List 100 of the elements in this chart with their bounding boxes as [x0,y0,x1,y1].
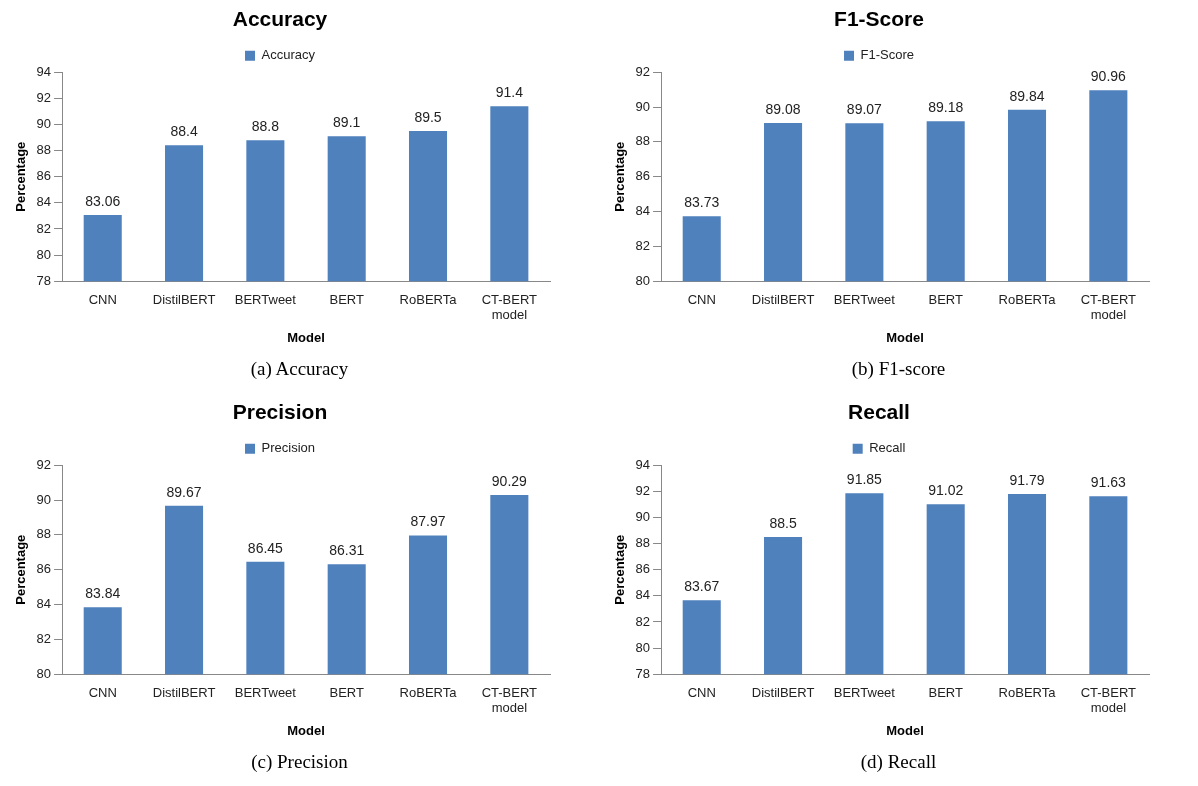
y-tick-label: 88 [36,142,52,158]
x-tick-label: CT-BERT model [1080,291,1137,323]
data-label: 88.5 [769,514,797,531]
x-tick-label: CT-BERT model [481,291,538,323]
data-label: 83.84 [85,585,121,602]
x-tick-label: CNN [88,684,117,700]
x-tick-label: BERTweet [234,684,297,700]
y-tick-label: 90 [635,98,651,114]
x-tick-label: CNN [88,291,117,307]
text: (b) F1-score [850,358,947,380]
x-tick-label: BERTweet [234,291,297,307]
data-label: 90.96 [1090,68,1127,85]
y-tick-label: 86 [635,168,651,184]
x-tick-label: BERTweet [833,684,896,700]
text: (c) Precision [250,751,349,773]
x-axis-title: Model [287,329,325,345]
text: (d) Recall [859,751,938,773]
y-tick-label: 88 [36,526,52,542]
data-label: 89.84 [1009,87,1045,104]
y-tick-label: 80 [36,246,52,262]
x-tick-label: BERT [329,684,364,700]
chart-title: Accuracy [232,7,328,31]
x-tick-label: CT-BERT model [481,684,538,716]
x-tick-label: RoBERTa [399,684,458,700]
y-tick-label: 78 [635,665,651,681]
x-tick-label: DistilBERT [751,291,815,307]
x-tick-label: CNN [687,291,716,307]
x-tick-label: RoBERTa [998,291,1057,307]
y-tick-label: 92 [36,89,52,105]
y-tick-label: 80 [635,639,651,655]
data-label: 88.4 [170,123,198,140]
legend-label: F1-Score [860,47,914,63]
y-tick-label: 88 [635,535,651,551]
y-axis-title: Percentage [13,534,29,605]
chart-title: Recall [848,400,910,424]
y-tick-label: 90 [36,116,52,132]
data-label: 89.67 [166,483,202,500]
y-tick-label: 92 [635,63,651,79]
y-tick-label: 82 [635,613,651,629]
data-label: 90.29 [491,472,528,489]
data-label: 89.18 [928,99,964,116]
data-label: 89.08 [765,100,801,117]
y-tick-label: 86 [635,561,651,577]
y-tick-label: 78 [36,272,52,288]
data-label: 89.5 [414,108,442,125]
data-label: 83.67 [684,577,720,594]
chart-title: Precision [232,400,328,424]
data-label: 91.02 [928,481,964,498]
data-label: 88.8 [251,117,280,134]
data-label: 86.45 [247,539,284,556]
x-tick-label: CT-BERT model [1080,684,1137,716]
x-axis-title: Model [886,722,924,738]
data-label: 89.07 [846,101,883,118]
y-tick-label: 82 [36,220,52,236]
x-tick-label: DistilBERT [152,684,216,700]
y-tick-label: 84 [36,596,52,612]
data-label: 91.63 [1090,474,1127,491]
data-label: 91.79 [1009,471,1045,488]
data-label: 87.97 [410,513,446,530]
y-tick-label: 86 [36,168,52,184]
x-tick-label: DistilBERT [152,291,216,307]
data-label: 83.06 [85,192,121,209]
text: (a) Accuracy [249,358,350,380]
data-label: 89.1 [333,114,361,131]
x-axis-title: Model [287,722,325,738]
y-tick-label: 94 [635,456,651,472]
y-tick-label: 92 [635,482,651,498]
x-tick-label: BERTweet [833,291,896,307]
y-tick-label: 84 [635,587,651,603]
data-label: 83.73 [684,194,720,211]
y-axis-title: Percentage [13,141,29,212]
y-tick-label: 82 [635,237,651,253]
x-axis-title: Model [886,329,924,345]
chart-title: F1-Score [834,7,924,31]
y-tick-label: 92 [36,456,52,472]
legend-label: Accuracy [261,47,316,63]
y-tick-label: 86 [36,561,52,577]
data-label: 91.4 [495,84,524,101]
legend-label: Precision [261,440,315,456]
x-tick-label: DistilBERT [751,684,815,700]
y-tick-label: 84 [36,194,52,210]
x-tick-label: BERT [329,291,364,307]
y-tick-label: 90 [36,491,52,507]
y-tick-label: 80 [36,665,52,681]
data-label: 91.85 [846,471,883,488]
y-axis-title: Percentage [612,534,628,605]
x-tick-label: RoBERTa [399,291,458,307]
y-tick-label: 82 [36,630,52,646]
y-tick-label: 84 [635,203,651,219]
x-tick-label: RoBERTa [998,684,1057,700]
data-label: 86.31 [329,542,365,559]
y-tick-label: 94 [36,63,52,79]
x-tick-label: CNN [687,684,716,700]
y-axis-title: Percentage [612,141,628,212]
y-tick-label: 90 [635,509,651,525]
legend-label: Recall [869,440,906,456]
x-tick-label: BERT [928,684,963,700]
x-tick-label: BERT [928,291,963,307]
y-tick-label: 80 [635,272,651,288]
y-tick-label: 88 [635,133,651,149]
